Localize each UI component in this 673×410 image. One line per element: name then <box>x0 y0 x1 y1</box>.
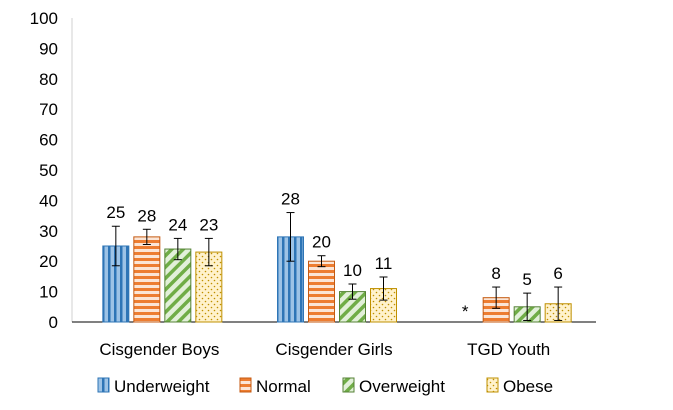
y-tick-label: 70 <box>39 100 58 119</box>
y-tick-label: 10 <box>39 283 58 302</box>
category-label: Cisgender Girls <box>275 340 392 359</box>
bars: 25 28 24 23 28 20 10 11 * 8 5 6 <box>102 190 572 323</box>
y-tick-label: 20 <box>39 252 58 271</box>
bar-underweight <box>277 236 304 323</box>
legend-label-underweight: Underweight <box>114 377 210 396</box>
bar-data-label: 20 <box>312 233 331 252</box>
axes: 0 10 20 30 40 50 60 70 80 90 100 Cisgender Boys Cisg… <box>30 9 596 359</box>
bar-data-label: 23 <box>199 215 218 234</box>
y-tick-label: 100 <box>30 9 58 28</box>
bar-data-label: 28 <box>281 190 300 209</box>
bar-data-label: 6 <box>553 264 562 283</box>
bar-normal <box>133 236 161 323</box>
y-tick-label: 60 <box>39 131 58 150</box>
y-tick-label: 0 <box>49 313 58 332</box>
legend-label-overweight: Overweight <box>359 377 445 396</box>
y-tick-label: 40 <box>39 191 58 210</box>
bar-data-label: 25 <box>106 203 125 222</box>
y-tick-label: 50 <box>39 161 58 180</box>
category-label: TGD Youth <box>467 340 550 359</box>
bar-data-label: 28 <box>137 206 156 225</box>
y-tick-label: 30 <box>39 222 58 241</box>
legend-label-obese: Obese <box>503 377 553 396</box>
legend-swatch-normal <box>239 377 252 393</box>
category-label: Cisgender Boys <box>99 340 219 359</box>
legend-swatch-overweight <box>342 377 355 393</box>
bar-data-label: 8 <box>491 264 500 283</box>
bar-data-label: 11 <box>375 254 393 273</box>
legend: Underweight Normal Overweight Obese <box>97 377 553 396</box>
bar-data-label: 5 <box>522 270 531 289</box>
bar-data-label: 24 <box>168 215 187 234</box>
y-tick-label: 90 <box>39 39 58 58</box>
bar-normal <box>308 260 335 323</box>
legend-swatch-obese <box>486 377 499 393</box>
bar-label-missing: * <box>462 302 469 321</box>
bar-data-label: 10 <box>343 261 362 280</box>
y-tick-label: 80 <box>39 70 58 89</box>
legend-label-normal: Normal <box>256 377 311 396</box>
legend-swatch-underweight <box>97 377 110 393</box>
bar-overweight <box>164 248 192 323</box>
